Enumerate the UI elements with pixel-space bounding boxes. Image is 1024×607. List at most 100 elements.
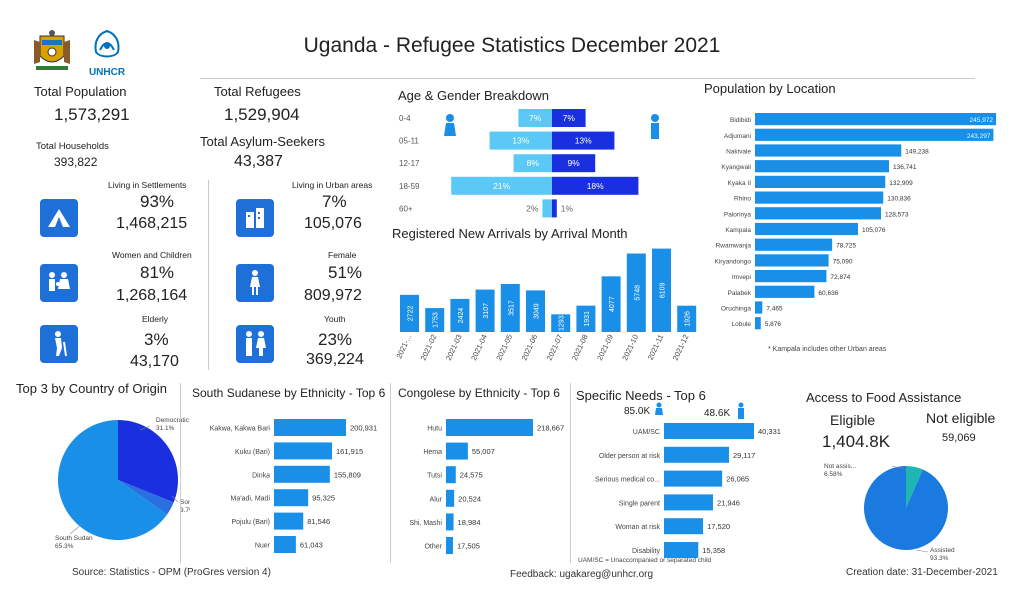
female-bar-label: 13% — [512, 136, 529, 146]
bar — [664, 542, 699, 558]
location-bar-label: 136,741 — [893, 164, 917, 171]
south-sudan-slice — [58, 420, 168, 540]
arrival-bar — [500, 283, 520, 332]
bar-category-label: Hutu — [427, 426, 442, 433]
arrival-bar — [626, 253, 646, 332]
female-figure-icon — [654, 402, 664, 420]
arrival-bar — [576, 305, 596, 332]
women-children-label: Women and Children — [112, 250, 192, 260]
location-label: Rwamwanja — [716, 243, 752, 250]
bar-category-label: Dinka — [252, 472, 270, 479]
pie-slice-pct: 65.3% — [55, 543, 74, 550]
bar-value-label: 21,946 — [717, 498, 740, 507]
tent-icon — [40, 199, 78, 237]
location-bar-label: 149,238 — [905, 149, 929, 156]
bar-value-label: 40,331 — [758, 427, 781, 436]
bar-category-label: UAM/SC — [633, 429, 660, 436]
bar — [446, 513, 454, 531]
divider-2 — [390, 383, 391, 563]
location-bar — [755, 144, 902, 157]
family-icon — [40, 264, 78, 302]
bar — [274, 442, 333, 460]
elderly-icon — [40, 325, 78, 363]
footer-feedback[interactable]: Feedback: ugakareg@unhcr.org — [510, 569, 654, 580]
bar-category-label: Hema — [423, 449, 442, 456]
bar-category-label: Ma'adi, Madi — [231, 496, 271, 503]
female-figure-icon — [444, 114, 456, 136]
location-note: * Kampala includes other Urban areas — [768, 346, 887, 353]
women-children-pct: 81% — [140, 263, 175, 282]
bar — [274, 536, 296, 553]
bar-value-label: 29,117 — [733, 451, 755, 460]
bar — [446, 419, 533, 436]
bar — [274, 465, 330, 483]
location-bar-label: 60,636 — [818, 290, 838, 297]
bar-value-label: 26,065 — [726, 475, 749, 484]
location-bar — [755, 222, 858, 236]
age-gender-heading: Age & Gender Breakdown — [398, 88, 550, 103]
bar-category-label: Alur — [430, 496, 443, 503]
location-label: Imvepi — [732, 274, 751, 281]
arrival-month-label: 2021-06 — [520, 333, 540, 362]
arrival-bar-label: 4077 — [609, 296, 616, 312]
arrival-month-label: 2021-04 — [469, 333, 489, 362]
bar — [664, 423, 754, 439]
location-label: Oruchinga — [721, 306, 751, 313]
bar-category-label: Kuku (Bari) — [235, 449, 270, 456]
location-bar — [755, 175, 886, 188]
youth-icon — [236, 325, 274, 363]
female-bar — [451, 176, 552, 195]
bar-value-label: 15,358 — [702, 546, 725, 555]
age-group-label: 60+ — [399, 204, 413, 213]
settlements-value: 1,468,215 — [116, 215, 188, 232]
total-households-label: Total Households — [36, 141, 109, 152]
bar-value-label: 17,520 — [707, 522, 730, 531]
male-bar — [552, 176, 639, 195]
male-bar-label: 9% — [567, 158, 580, 168]
drc-slice — [118, 420, 178, 503]
eligible-label: Eligible — [830, 412, 876, 428]
location-bar-label: 132,909 — [889, 180, 913, 187]
arrival-month-label: 2021-09 — [595, 333, 615, 362]
arrival-bar — [601, 276, 621, 332]
location-label: Bidibidi — [730, 117, 751, 124]
needs-male-total: 48.6K — [704, 408, 731, 419]
arrival-month-label: 2021-11 — [646, 333, 666, 361]
total-refugees-label: Total Refugees — [214, 84, 301, 99]
location-bar-label: 72,874 — [830, 274, 850, 281]
bar-value-label: 155,809 — [334, 470, 361, 479]
needs-female-total: 85.0K — [624, 406, 651, 417]
arrival-bar-label: 1926 — [685, 311, 692, 327]
arrival-bar-label: 6109 — [660, 282, 667, 298]
location-label: Kyangwali — [721, 164, 751, 171]
location-label: Adjumani — [724, 133, 751, 140]
divider-3 — [570, 383, 571, 563]
congo-ethnicity-heading: Congolese by Ethnicity - Top 6 — [398, 386, 560, 400]
location-label: Nakivale — [726, 149, 751, 156]
pie-slice-label: Not assis... — [824, 463, 856, 470]
age-group-label: 12-17 — [399, 159, 420, 168]
female-bar-label: 7% — [529, 113, 542, 123]
bar-value-label: 200,931 — [350, 424, 377, 433]
arrival-bar-label: 3517 — [508, 300, 515, 316]
age-group-label: 18-59 — [399, 182, 420, 191]
kpi-divider — [208, 180, 209, 370]
bar — [664, 518, 704, 535]
location-label: Palorinya — [724, 211, 751, 218]
total-population-value: 1,573,291 — [54, 105, 130, 124]
elderly-pct: 3% — [144, 330, 169, 349]
location-bar-label: 7,465 — [766, 306, 783, 313]
male-bar-label: 1% — [561, 203, 574, 213]
pie-leader-line — [891, 465, 909, 471]
arrival-bar-label: 1931 — [584, 311, 591, 327]
unhcr-logo-text: UNHCR — [88, 67, 126, 78]
not-assisted-slice — [906, 466, 923, 508]
bar-value-label: 18,984 — [458, 518, 481, 527]
arrival-bar — [551, 314, 571, 332]
uganda-coat-of-arms-logo — [30, 28, 74, 74]
not-eligible-value: 59,069 — [942, 432, 976, 444]
bar-value-label: 218,667 — [537, 424, 564, 433]
arrival-bar-label: 2424 — [458, 308, 465, 324]
bar — [274, 489, 309, 507]
